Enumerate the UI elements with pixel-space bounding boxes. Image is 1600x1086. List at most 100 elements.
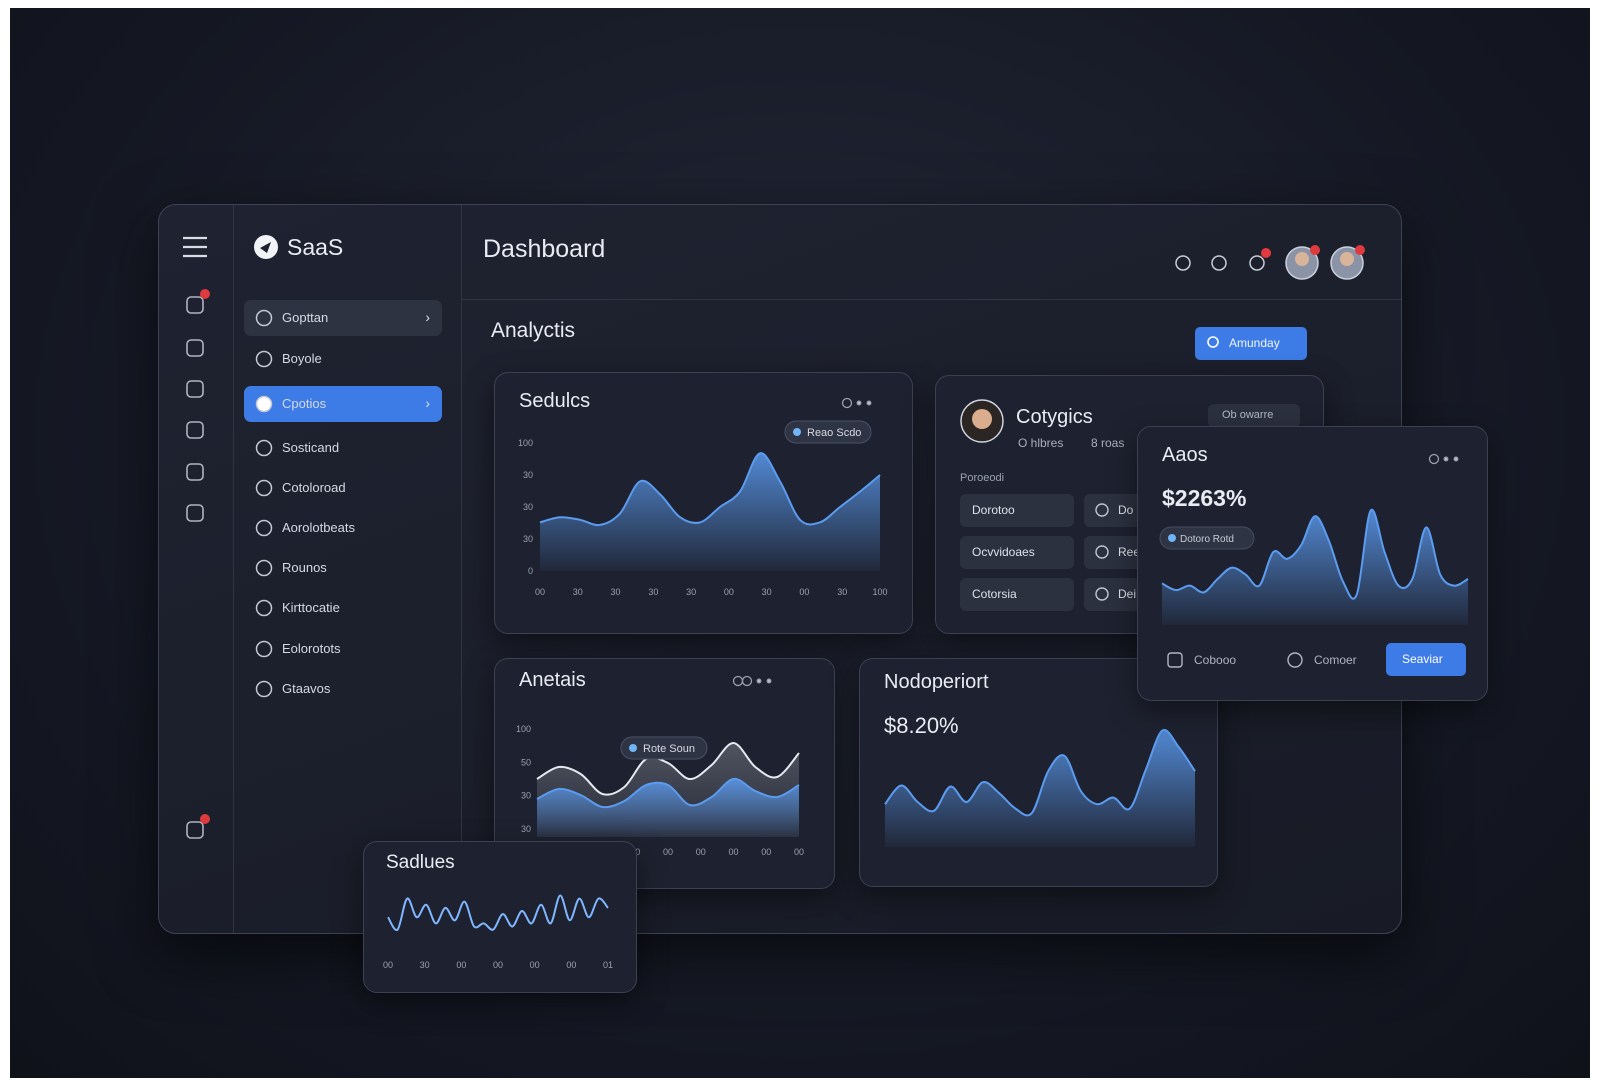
y-tick-label: 50 xyxy=(521,757,531,767)
link-icon xyxy=(1095,503,1109,517)
link-label: Ree xyxy=(1118,545,1141,559)
y-tick-label: 30 xyxy=(521,824,531,834)
footer-link[interactable]: Comoer xyxy=(1314,653,1357,667)
footer-icon xyxy=(1287,652,1303,668)
y-tick-label: 100 xyxy=(516,724,531,734)
canvas xyxy=(1095,545,1109,559)
menu-item[interactable]: Aorolotbeats xyxy=(244,510,442,546)
menu-item[interactable]: Sosticand xyxy=(244,430,442,466)
menu-item[interactable]: Gtaavos xyxy=(244,671,442,707)
option-button[interactable]: Dorotoo xyxy=(960,494,1074,527)
menu-item[interactable]: Eolorotots xyxy=(244,631,442,667)
x-tick-label: 30 xyxy=(837,587,847,597)
x-tick-label: 30 xyxy=(686,587,696,597)
rail-icon[interactable] xyxy=(186,296,204,314)
menu-icon xyxy=(255,350,273,368)
x-tick-label: 30 xyxy=(420,960,430,970)
x-tick-label: 100 xyxy=(872,587,887,597)
y-tick-label: 30 xyxy=(523,502,533,512)
menu-label: Eolorotots xyxy=(282,641,341,656)
area xyxy=(1162,509,1468,625)
x-tick-label: 00 xyxy=(566,960,576,970)
canvas: 00 30 00 00 00 00 01 xyxy=(383,894,613,970)
link-label: Do xyxy=(1118,503,1134,517)
menu-label: Gopttan xyxy=(282,310,329,325)
canvas xyxy=(255,640,273,658)
notification-badge xyxy=(1355,245,1365,255)
x-tick-label: 30 xyxy=(611,587,621,597)
menu-label: Gtaavos xyxy=(282,681,331,696)
canvas xyxy=(255,479,273,497)
secondary-button[interactable]: Ob owarre xyxy=(1208,404,1300,428)
chart-card: 00 30 00 00 00 00 01 Sadlues xyxy=(363,841,637,993)
menu-item[interactable]: Gopttan › xyxy=(244,300,442,336)
rail-icon[interactable] xyxy=(186,380,204,398)
section-title: Analyctis xyxy=(491,319,576,342)
card-menu xyxy=(766,678,772,684)
line xyxy=(387,894,609,932)
menu-label: Cpotios xyxy=(282,396,327,411)
footer-link[interactable]: Cobooo xyxy=(1194,653,1237,667)
line xyxy=(536,741,800,796)
canvas xyxy=(255,680,273,698)
badge-text: Dotoro Rotd xyxy=(1180,534,1234,545)
canvas xyxy=(255,599,273,617)
rail-icon[interactable] xyxy=(186,339,204,357)
menu-icon xyxy=(255,599,273,617)
rail-icon[interactable] xyxy=(186,421,204,439)
page-title: Dashboard xyxy=(483,235,606,263)
menu-icon xyxy=(255,395,273,413)
avatar-face xyxy=(1295,252,1309,266)
x-tick-label: 30 xyxy=(762,587,772,597)
option-button[interactable]: Cotorsia xyxy=(960,578,1074,611)
link-icon xyxy=(1095,545,1109,559)
rail-icon[interactable] xyxy=(186,463,204,481)
brand-logo-mark xyxy=(260,242,271,253)
menu-icon xyxy=(255,479,273,497)
menu-item[interactable]: Kirttocatie xyxy=(244,590,442,626)
option-button[interactable]: Ocvvidoaes xyxy=(960,536,1074,569)
avatar-face xyxy=(972,409,992,429)
notification-badge xyxy=(200,814,210,824)
menu-item[interactable]: Rounos xyxy=(244,550,442,586)
menu-label: Rounos xyxy=(282,560,327,575)
rail-icon[interactable] xyxy=(186,504,204,522)
line xyxy=(884,728,1196,817)
menu-label: Kirttocatie xyxy=(282,600,340,615)
card-title: Sedulcs xyxy=(519,390,591,412)
tooltip-dot xyxy=(793,428,801,436)
x-tick-label: 00 xyxy=(493,960,503,970)
menu-icon xyxy=(255,640,273,658)
canvas xyxy=(255,395,273,413)
canvas xyxy=(255,519,273,537)
canvas xyxy=(255,559,273,577)
notification-badge xyxy=(200,289,210,299)
menu-icon xyxy=(255,309,273,327)
tooltip xyxy=(784,420,872,444)
menu-icon xyxy=(255,559,273,577)
x-tick-label: 00 xyxy=(794,847,804,857)
menu-item[interactable]: Cpotios › xyxy=(244,386,442,422)
card-value: $2263% xyxy=(1162,485,1247,511)
canvas xyxy=(1095,503,1109,517)
primary-button[interactable]: Seaviar xyxy=(1386,643,1466,676)
menu-item[interactable]: Boyole xyxy=(244,341,442,377)
button-label: Amunday xyxy=(1229,336,1280,350)
primary-button[interactable]: Amunday xyxy=(1195,327,1307,360)
rail-icon[interactable] xyxy=(186,821,204,839)
button-label: Ocvvidoaes xyxy=(972,545,1035,559)
line xyxy=(536,777,800,809)
tooltip-text: Reao Scdo xyxy=(807,427,861,439)
chevron: › xyxy=(425,309,430,325)
chart-card: 100 30 30 30 0 00 30 30 30 30 00 30 00 30 100 Reao Scdo… xyxy=(494,372,913,634)
link-label: Dei xyxy=(1118,587,1137,601)
badge-dot xyxy=(1168,534,1176,542)
y-tick-label: 0 xyxy=(528,566,533,576)
chevron: › xyxy=(425,395,430,411)
profile-name: Cotygics xyxy=(1016,406,1093,428)
field-label: Poroeodi xyxy=(960,472,1005,484)
x-tick-label: 00 xyxy=(456,960,466,970)
menu-item[interactable]: Cotoloroad xyxy=(244,470,442,506)
card-menu xyxy=(756,678,762,684)
